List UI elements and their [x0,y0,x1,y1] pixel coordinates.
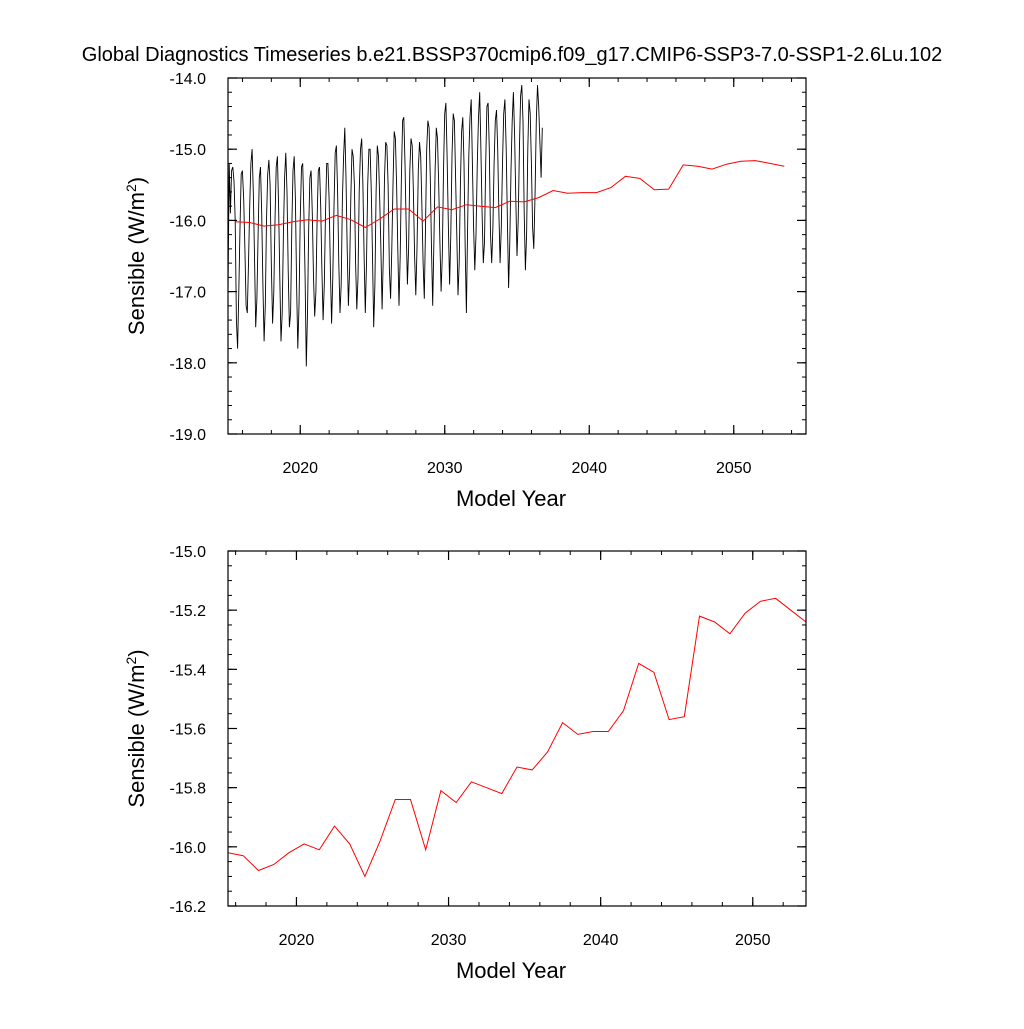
plot-panel-1: 2020 2030 2040 2050 -19.0 -18.0 -17.0 -16.0 -15.… [123,71,807,511]
y-tick-label: -16.0 [170,840,207,857]
y-tick-label: -15.2 [170,603,207,620]
x-tick-label: 2020 [282,460,318,477]
x-axis-title: Model Year [456,958,566,983]
plot-panel-2: 2020 2030 2040 2050 -16.2 -16.0 -15.8 -15.6 -15.… [123,544,807,983]
x-tick-label: 2030 [431,932,467,949]
x-tick-label: 2040 [571,460,607,477]
x-tick-label: 2040 [583,932,619,949]
y-tick-label: -15.4 [170,662,207,679]
annual-series-line-2 [228,597,806,878]
y-axis-title: Sensible (W/m2) [123,177,149,335]
annual-series-line-1 [235,160,785,229]
x-tick-label: 2050 [716,460,752,477]
y-tick-label: -16.2 [170,899,207,916]
plot-frame-1 [227,77,807,435]
y-tick-label: -14.0 [170,71,207,88]
y-tick-label: -16.0 [170,213,207,230]
y-axis-title: Sensible (W/m2) [123,649,149,807]
y-tick-label: -15.8 [170,781,207,798]
y-tick-label: -15.0 [170,142,207,159]
y-tick-label: -17.0 [170,285,207,302]
y-tick-label: -18.0 [170,356,207,373]
x-axis-title: Model Year [456,486,566,511]
x-tick-label: 2020 [279,932,315,949]
monthly-series-line-1 [228,85,543,367]
x-tick-label: 2050 [735,932,771,949]
plot-frame-2 [227,550,807,907]
y-tick-label: -15.6 [170,722,207,739]
y-tick-label: -19.0 [170,427,207,444]
y-tick-label: -15.0 [170,544,207,561]
figure-title: Global Diagnostics Timeseries b.e21.BSSP… [81,44,943,66]
x-tick-label: 2030 [427,460,463,477]
